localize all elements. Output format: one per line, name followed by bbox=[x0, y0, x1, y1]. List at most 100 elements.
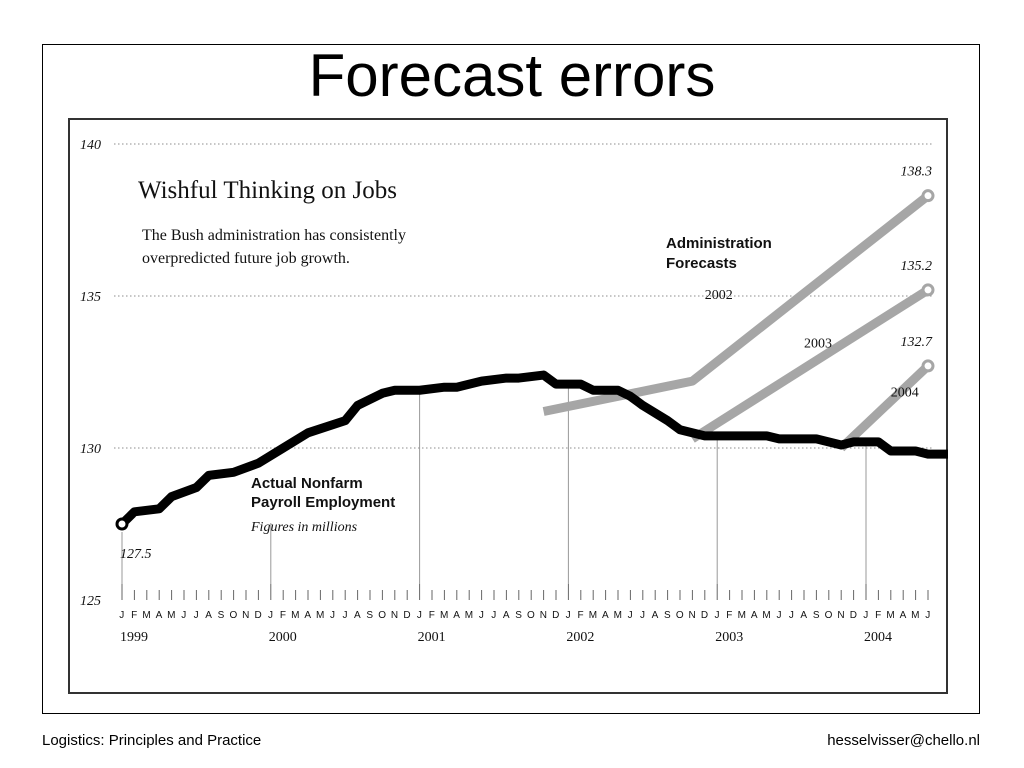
month-letter: J bbox=[479, 610, 485, 621]
month-letter: S bbox=[218, 610, 225, 621]
month-letter: J bbox=[628, 610, 634, 621]
month-letter: J bbox=[789, 610, 795, 621]
forecast-series-label-2004: 2004 bbox=[891, 385, 919, 400]
month-letter: A bbox=[751, 610, 758, 621]
actual-start-value: 127.5 bbox=[120, 547, 152, 562]
forecast-group-label-line-2: Forecasts bbox=[666, 255, 737, 272]
forecast-endpoint-2004 bbox=[921, 359, 935, 373]
month-letter: M bbox=[886, 610, 895, 621]
month-letter: F bbox=[875, 610, 882, 621]
month-letter: D bbox=[552, 610, 560, 621]
month-letter: S bbox=[813, 610, 820, 621]
month-letter: A bbox=[503, 610, 510, 621]
month-letter: M bbox=[440, 610, 449, 621]
month-letter: A bbox=[205, 610, 212, 621]
month-letter: M bbox=[738, 610, 747, 621]
y-tick-label-140: 140 bbox=[80, 138, 101, 153]
month-letter: N bbox=[689, 610, 697, 621]
month-letter: J bbox=[714, 610, 720, 621]
forecast-lines bbox=[542, 189, 935, 452]
month-letter: O bbox=[378, 610, 386, 621]
month-letter: D bbox=[701, 610, 709, 621]
month-letter: S bbox=[366, 610, 373, 621]
chart-frame bbox=[68, 118, 948, 694]
footer-right: hesselvisser@chello.nl bbox=[827, 732, 980, 749]
month-letter: F bbox=[577, 610, 584, 621]
month-letter: N bbox=[837, 610, 845, 621]
month-letter: A bbox=[304, 610, 311, 621]
month-letter: J bbox=[925, 610, 931, 621]
month-letter: J bbox=[268, 610, 274, 621]
month-letter: M bbox=[911, 610, 920, 621]
chart-subtitle-line-2: overpredicted future job growth. bbox=[142, 250, 350, 267]
y-tick-label-130: 130 bbox=[80, 442, 101, 457]
grid-layer bbox=[114, 143, 934, 449]
month-letter: S bbox=[664, 610, 671, 621]
month-letter: F bbox=[429, 610, 436, 621]
month-letter: F bbox=[726, 610, 733, 621]
actual-label-line-2: Payroll Employment bbox=[251, 494, 395, 511]
x-axis-ticks bbox=[121, 584, 929, 600]
actual-label-line-1: Actual Nonfarm bbox=[251, 475, 363, 492]
month-letter: N bbox=[540, 610, 548, 621]
forecast-group-label-line-1: Administration bbox=[666, 235, 772, 252]
year-label-2003: 2003 bbox=[715, 630, 743, 645]
month-letter: J bbox=[491, 610, 497, 621]
y-tick-label-135: 135 bbox=[80, 290, 101, 305]
year-label-2004: 2004 bbox=[864, 630, 892, 645]
month-letter: M bbox=[614, 610, 623, 621]
month-letter: F bbox=[131, 610, 138, 621]
month-letter: A bbox=[453, 610, 460, 621]
forecast-line-2004 bbox=[838, 362, 932, 452]
forecast-line-2002 bbox=[542, 192, 931, 416]
month-letter: M bbox=[465, 610, 474, 621]
month-letter: J bbox=[194, 610, 200, 621]
forecast-series-label-2003: 2003 bbox=[804, 337, 832, 352]
forecast-series-label-2002: 2002 bbox=[705, 288, 733, 303]
actual-start-point bbox=[115, 517, 129, 531]
forecast-end-value-2002: 138.3 bbox=[901, 165, 933, 180]
chart-title: Wishful Thinking on Jobs bbox=[138, 177, 397, 204]
month-letter: J bbox=[566, 610, 572, 621]
footer-left: Logistics: Principles and Practice bbox=[42, 732, 262, 749]
month-letter: J bbox=[342, 610, 348, 621]
month-letter: A bbox=[156, 610, 163, 621]
month-letter: A bbox=[354, 610, 361, 621]
month-letter: F bbox=[280, 610, 287, 621]
month-letter: J bbox=[330, 610, 336, 621]
month-letter: D bbox=[255, 610, 263, 621]
month-letter: M bbox=[142, 610, 151, 621]
month-letter: M bbox=[589, 610, 598, 621]
month-letter: O bbox=[229, 610, 237, 621]
actual-line bbox=[117, 370, 948, 529]
month-letter: S bbox=[515, 610, 522, 621]
month-letter: N bbox=[391, 610, 399, 621]
month-letter: O bbox=[676, 610, 684, 621]
month-letter: M bbox=[762, 610, 771, 621]
units-note: Figures in millions bbox=[250, 520, 358, 535]
month-letter: J bbox=[119, 610, 125, 621]
month-letter: N bbox=[242, 610, 250, 621]
year-label-2000: 2000 bbox=[269, 630, 297, 645]
year-label-2002: 2002 bbox=[566, 630, 594, 645]
month-letter: A bbox=[602, 610, 609, 621]
month-letter: O bbox=[527, 610, 535, 621]
month-letter: A bbox=[652, 610, 659, 621]
month-letter: O bbox=[825, 610, 833, 621]
month-letter: J bbox=[417, 610, 423, 621]
month-letter: A bbox=[800, 610, 807, 621]
month-letter: J bbox=[863, 610, 869, 621]
month-letter: J bbox=[776, 610, 782, 621]
month-letter: D bbox=[850, 610, 858, 621]
slide-title: Forecast errors bbox=[308, 42, 716, 109]
month-letter: A bbox=[900, 610, 907, 621]
forecast-endpoint-2002 bbox=[921, 189, 935, 203]
chart-subtitle-line-1: The Bush administration has consistently bbox=[142, 227, 406, 244]
month-letter: M bbox=[291, 610, 300, 621]
month-letter: J bbox=[640, 610, 646, 621]
month-letter: J bbox=[181, 610, 187, 621]
month-letter: M bbox=[316, 610, 325, 621]
forecast-endpoint-2003 bbox=[921, 283, 935, 297]
year-vlines bbox=[121, 384, 867, 584]
